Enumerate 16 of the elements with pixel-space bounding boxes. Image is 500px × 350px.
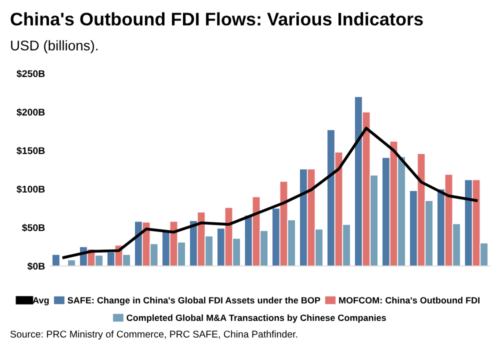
chart-title: China's Outbound FDI Flows: Various Indicators	[10, 12, 423, 26]
y-tick-label: $100B	[16, 185, 45, 194]
y-tick-label: $0B	[27, 262, 45, 270]
line-series	[62, 126, 478, 259]
legend-label: Avg	[32, 297, 49, 306]
source-note: Source: PRC Ministry of Commerce, PRC SAFE, China Pathfinder.	[10, 330, 298, 340]
chart-subtitle: USD (billions).	[11, 40, 98, 54]
legend-label: Completed Global M&A Transactions by Chinese Companies	[126, 314, 386, 323]
y-tick-label: $150B	[16, 146, 45, 155]
bar	[52, 254, 60, 266]
y-tick-label: $50B	[22, 224, 45, 232]
bar	[67, 259, 76, 266]
legend-label: MOFCOM: China's Outbound FDI	[339, 296, 480, 304]
legend-label: SAFE: Change in China's Global FDI Assets under the BOP	[68, 296, 320, 306]
y-tick-label: $200B	[16, 108, 45, 116]
y-tick-label: $250B	[16, 70, 45, 78]
